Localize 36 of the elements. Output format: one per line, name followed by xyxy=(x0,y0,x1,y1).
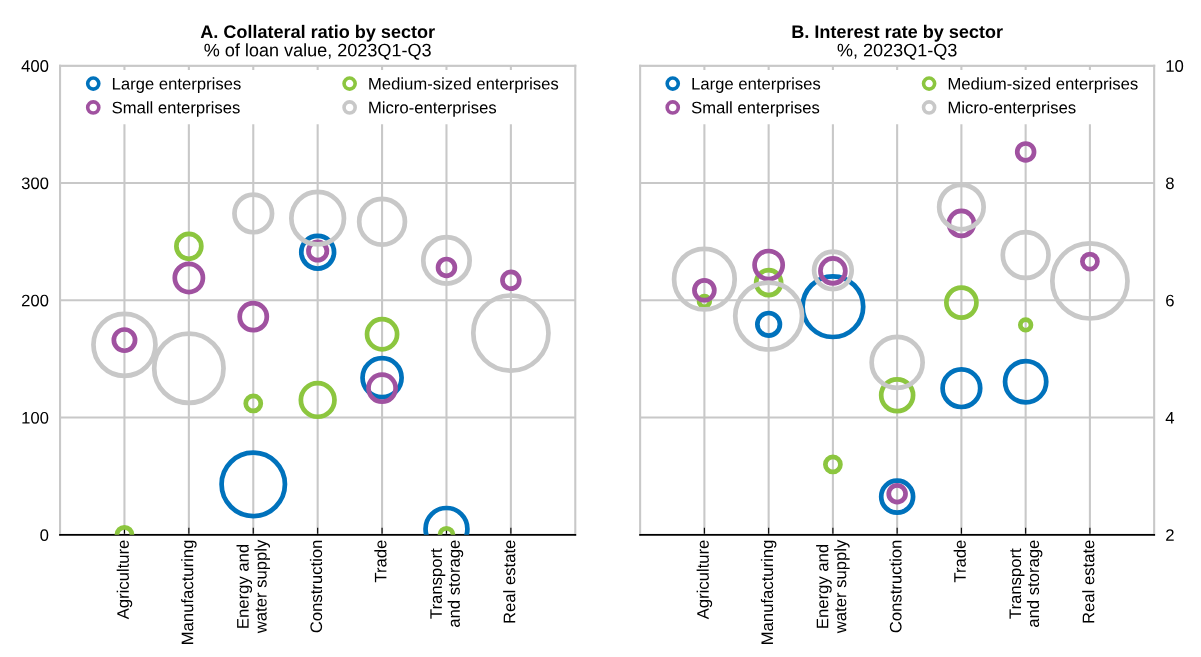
y-tick-label: 200 xyxy=(21,294,49,307)
x-tick-label: Transport and storage xyxy=(430,540,464,627)
y2-tick-label: 6 xyxy=(1166,294,1174,307)
chart-subtitle: %, 2023Q1-Q3 xyxy=(837,43,957,60)
x-tick-label: Construction xyxy=(889,540,902,633)
x-tick-label: Manufacturing xyxy=(760,540,777,644)
y-tick-label: 300 xyxy=(21,177,49,190)
chart-subtitle: % of loan value, 2023Q1-Q3 xyxy=(204,43,431,60)
y-tick-label: 0 xyxy=(40,529,49,541)
x-tick-label: Agriculture xyxy=(696,540,713,620)
legend-label: Small enterprises xyxy=(112,101,240,117)
x-tick-label: Manufacturing xyxy=(181,540,197,644)
x-tick-label: Trade xyxy=(374,540,387,583)
y2-tick-label: 4 xyxy=(1165,412,1175,424)
y2-tick-label: 10 xyxy=(1166,60,1184,72)
y-tick-label: 400 xyxy=(21,60,49,72)
x-tick-label: Agriculture xyxy=(116,540,133,620)
legend-label: Large enterprises xyxy=(112,77,241,93)
x-tick-label: Trade xyxy=(953,540,966,583)
legend-label: Small enterprises xyxy=(691,101,820,117)
legend-label: Medium-sized enterprises xyxy=(369,77,559,93)
chart-title: B. Interest rate by sector xyxy=(792,24,1003,42)
legend-label: Large enterprises xyxy=(692,77,821,93)
x-tick-label: Real estate xyxy=(1082,540,1095,623)
legend-label: Micro-enterprises xyxy=(948,101,1076,117)
x-tick-label: Energy and water supply xyxy=(816,539,850,634)
x-tick-label: Energy and water supply xyxy=(236,539,271,634)
chart-title: A. Collateral ratio by sector xyxy=(200,24,435,42)
y2-tick-label: 8 xyxy=(1166,177,1174,190)
x-tick-label: Real estate xyxy=(503,540,516,623)
x-tick-label: Construction xyxy=(309,540,323,633)
legend-label: Medium-sized enterprises xyxy=(948,77,1138,93)
x-tick-label: Transport and storage xyxy=(1009,540,1043,627)
y-tick-label: 100 xyxy=(22,411,49,424)
y2-tick-label: 2 xyxy=(1166,529,1174,541)
legend-label: Micro-enterprises xyxy=(369,101,497,117)
